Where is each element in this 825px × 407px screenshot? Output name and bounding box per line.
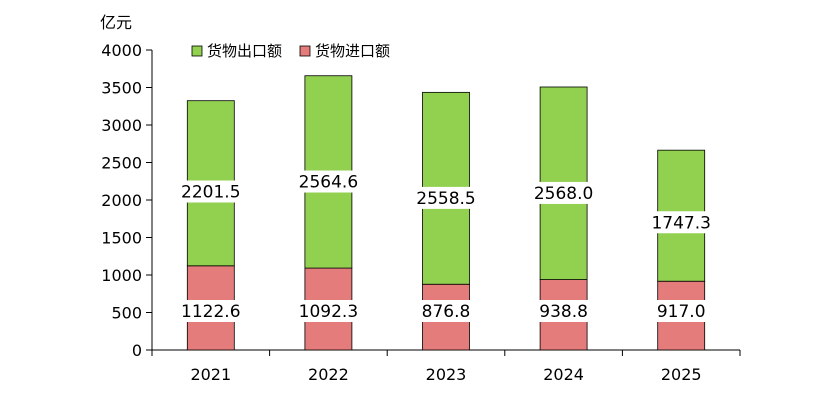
- data-label-background: [178, 300, 243, 322]
- data-label-background: [649, 300, 714, 322]
- y-axis-unit-label: 亿元: [100, 13, 132, 32]
- legend-label: 货物出口额: [207, 42, 282, 60]
- y-tick-label: 500: [111, 304, 142, 323]
- data-label: 2564.6: [299, 173, 358, 193]
- y-tick-label: 1000: [101, 266, 142, 285]
- y-tick-label: 2000: [101, 191, 142, 210]
- data-label-background: [531, 181, 596, 204]
- data-label: 876.8: [422, 302, 471, 322]
- data-label: 1747.3: [651, 213, 710, 233]
- x-tick-label: 2021: [190, 365, 231, 384]
- data-label: 938.8: [539, 302, 588, 322]
- x-tick-label: 2024: [543, 365, 584, 384]
- y-tick-label: 0: [132, 341, 142, 360]
- y-tick-label: 2500: [101, 154, 142, 173]
- data-label-background: [414, 186, 478, 209]
- data-label-background: [296, 300, 361, 322]
- data-label-background: [296, 170, 361, 193]
- data-label-background: [649, 211, 714, 234]
- y-axis: 0 500 1000 1500 2000 2500 3000 3500 4000: [101, 41, 153, 360]
- data-label-background: [414, 300, 478, 322]
- legend-label: 货物进口额: [315, 42, 390, 60]
- data-label: 1122.6: [181, 302, 240, 322]
- x-tick-label: 2022: [308, 365, 349, 384]
- data-label-background: [531, 300, 596, 322]
- data-label: 1092.3: [299, 302, 358, 322]
- data-label: 2568.0: [534, 184, 593, 204]
- x-tick-label: 2025: [661, 365, 702, 384]
- x-tick-label: 2023: [426, 365, 467, 384]
- y-tick-label: 3500: [101, 79, 142, 98]
- legend-swatch: [299, 45, 311, 57]
- y-tick-label: 4000: [101, 41, 142, 60]
- y-tick-label: 3000: [101, 116, 142, 135]
- x-axis: 2021 2022 2023 2024 2025: [151, 349, 741, 384]
- data-label: 2558.5: [416, 189, 475, 209]
- bars: 1122.6 2201.5 1092.3 2564.6 876.8 2558.5 938.8…: [178, 75, 714, 351]
- legend-swatch: [191, 45, 203, 57]
- data-label: 917.0: [657, 302, 706, 322]
- data-label: 2201.5: [181, 183, 240, 203]
- data-label-background: [178, 180, 243, 203]
- legend: 货物出口额 货物进口额: [191, 42, 390, 60]
- y-tick-label: 1500: [101, 229, 142, 248]
